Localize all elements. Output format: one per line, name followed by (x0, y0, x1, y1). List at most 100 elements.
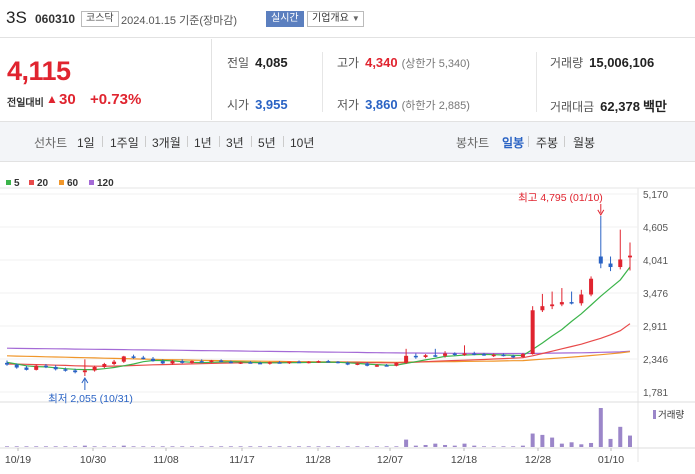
current-price: 4,115 (7, 56, 71, 87)
candle-body (579, 294, 583, 303)
tab-3month[interactable]: 3개월 (152, 134, 181, 151)
company-info-label: 기업개요 (312, 13, 349, 24)
tab-5year[interactable]: 5년 (258, 134, 276, 151)
volume-bar (365, 446, 369, 447)
chart-svg: 5 20 60 120 5,170 4,605 4,041 3,476 2,911 2,346 1… (0, 172, 695, 474)
volume-bar (307, 446, 311, 447)
volume-bar (540, 435, 544, 447)
tab-1week[interactable]: 1주일 (110, 134, 139, 151)
candle-body (463, 353, 467, 355)
x-tick-label: 12/07 (377, 454, 403, 466)
candle-body (385, 365, 389, 367)
candle-body (24, 368, 28, 370)
candle-body (258, 363, 262, 365)
tab-1year[interactable]: 1년 (194, 134, 212, 151)
realtime-button[interactable]: 실시간 (266, 11, 304, 27)
volume-bar (336, 446, 340, 447)
volume-bar (492, 446, 496, 447)
candle-body (248, 362, 252, 364)
volume-legend-swatch (653, 410, 656, 419)
volume-bar (424, 445, 428, 447)
candle-body (102, 364, 106, 367)
candle-body (180, 361, 184, 363)
candle-body (336, 362, 340, 364)
stat-high-label: 고가 (337, 56, 359, 70)
legend-swatch-60 (59, 180, 64, 185)
candle-body (501, 355, 505, 357)
stat-lower-limit: (하한가 2,885) (402, 100, 470, 112)
volume-bar (180, 446, 184, 447)
legend-label-120: 120 (97, 178, 114, 189)
volume-bar (73, 446, 77, 447)
candle-body (453, 353, 457, 355)
volume-bar (385, 446, 389, 447)
tab-daily[interactable]: 일봉 (502, 134, 524, 151)
y-tick-label: 1,781 (643, 388, 668, 399)
legend-label-5: 5 (14, 178, 20, 189)
tab-1day[interactable]: 1일 (77, 134, 95, 151)
stat-high: 고가 4,340 (상한가 5,340) (337, 54, 470, 71)
tab-separator (187, 136, 188, 147)
company-info-dropdown[interactable]: 기업개요 ▼ (307, 11, 364, 27)
legend-swatch-5 (6, 180, 11, 185)
change-label: 전일대비 (7, 94, 44, 109)
volume-bar (550, 438, 554, 447)
candle-body (550, 304, 554, 306)
candlestick-chart[interactable]: 5 20 60 120 5,170 4,605 4,041 3,476 2,911 2,346 1… (0, 172, 695, 474)
y-tick-label: 3,476 (643, 289, 668, 300)
candle-body (609, 264, 613, 268)
volume-bar (15, 446, 19, 447)
moving-average-ma120 (7, 348, 630, 353)
tab-weekly[interactable]: 주봉 (536, 134, 558, 151)
candle-body (511, 356, 515, 358)
market-badge: 코스닥 (81, 11, 119, 27)
volume-bar (5, 446, 9, 447)
volume-bar (239, 446, 243, 447)
stat-high-value: 4,340 (365, 55, 398, 70)
volume-bar (190, 446, 194, 447)
line-chart-head: 선차트 (34, 134, 67, 151)
candle-body (83, 370, 87, 372)
x-tick-label: 10/19 (5, 454, 31, 466)
legend-label-60: 60 (67, 178, 79, 189)
stat-amount-value: 62,378 (600, 99, 640, 114)
candle-body (443, 353, 447, 355)
volume-bar (219, 446, 223, 447)
tab-10year[interactable]: 10년 (290, 134, 314, 151)
candle-body (141, 358, 145, 360)
candle-body (317, 361, 321, 363)
candle-body (297, 362, 301, 364)
tab-monthly[interactable]: 월봉 (573, 134, 595, 151)
tab-3year[interactable]: 3년 (226, 134, 244, 151)
stat-open-label: 시가 (227, 98, 249, 112)
volume-bar (317, 446, 321, 447)
x-tick-label: 12/18 (451, 454, 477, 466)
legend-label-20: 20 (37, 178, 49, 189)
y-axis: 5,170 4,605 4,041 3,476 2,911 2,346 1,781 (643, 190, 668, 399)
volume-bar (112, 446, 116, 447)
candle-body (44, 366, 48, 368)
up-arrow-icon: ▲ (46, 92, 58, 106)
candle-body (5, 363, 9, 365)
candle-body (161, 361, 165, 363)
change-value: 30 (59, 91, 76, 108)
candle-body (589, 279, 593, 295)
candle-body (472, 353, 476, 355)
candle-body (346, 363, 350, 365)
stat-prev-label: 전일 (227, 56, 249, 70)
stat-volume: 거래량 15,006,106 (550, 54, 654, 71)
candle-body (170, 361, 174, 363)
volume-legend-label: 거래량 (658, 409, 684, 421)
stat-prev: 전일 4,085 (227, 54, 288, 71)
volume-bar (34, 446, 38, 447)
volume-bar (24, 446, 28, 447)
volume-bar (63, 446, 67, 447)
legend-swatch-120 (89, 180, 94, 185)
volume-bar (54, 446, 58, 447)
stat-amount: 거래대금 62,378 백만 (550, 96, 667, 115)
x-tick-label: 01/10 (598, 454, 624, 466)
volume-bar (258, 446, 262, 447)
volume-bar (453, 446, 457, 447)
tab-separator (251, 136, 252, 147)
volume-bar (609, 439, 613, 447)
